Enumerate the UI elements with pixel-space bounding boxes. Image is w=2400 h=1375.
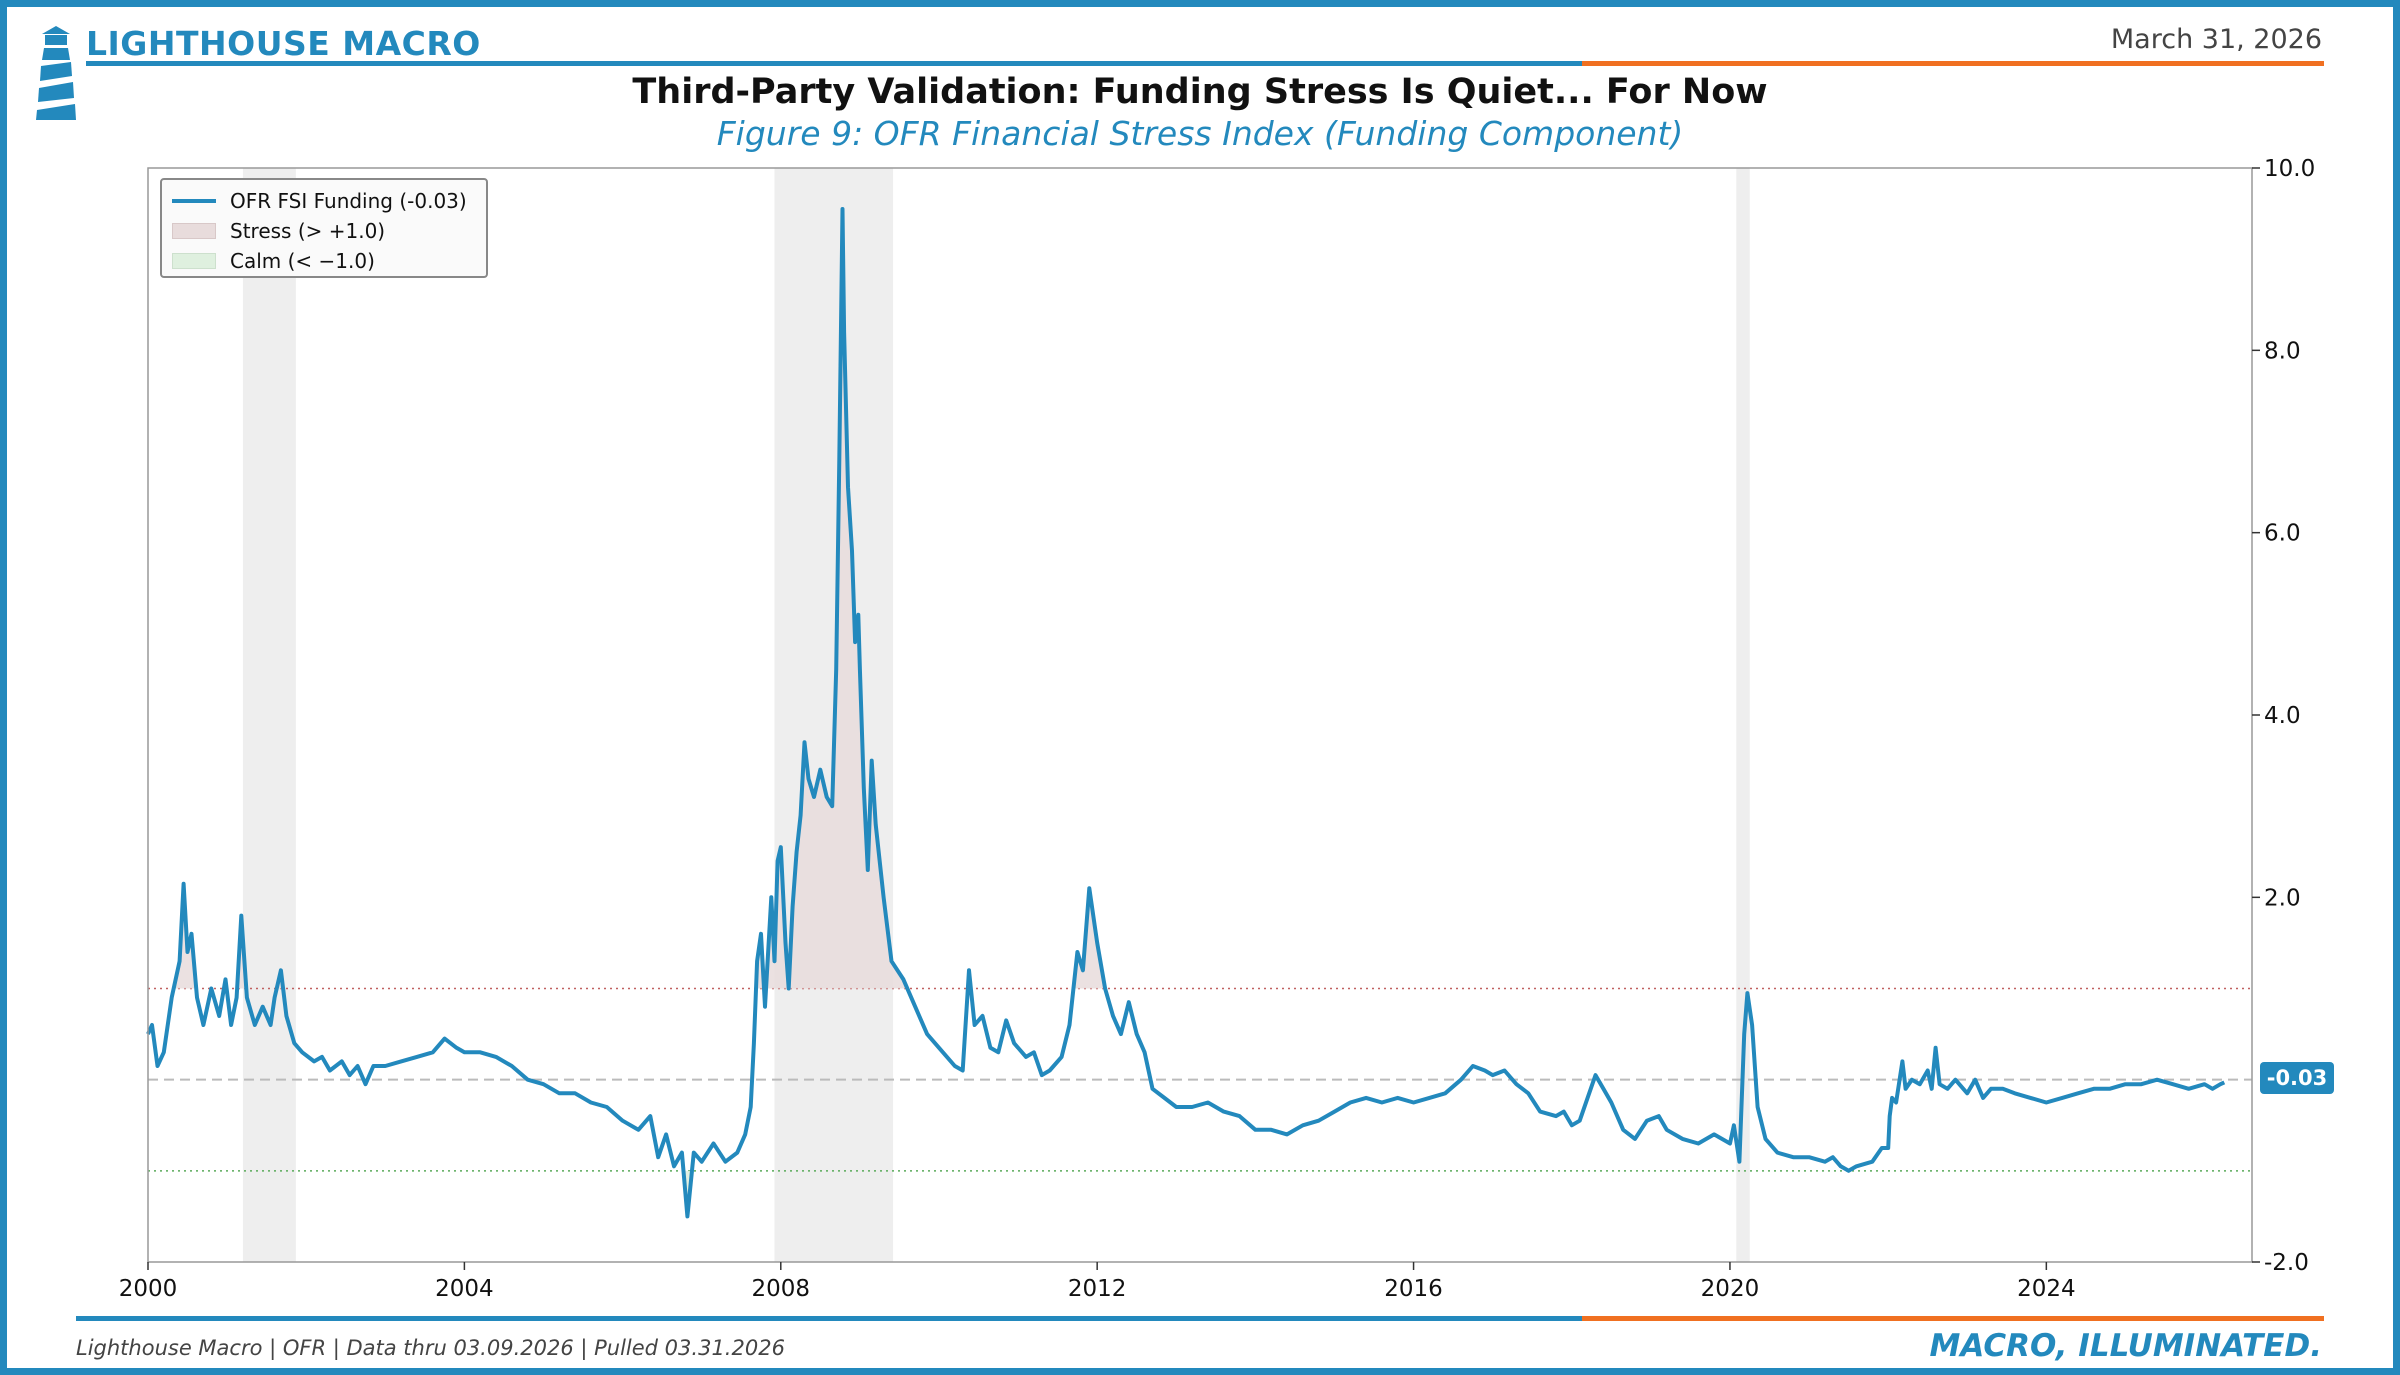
y-tick-label: 10.0 bbox=[2264, 156, 2315, 182]
recession-band-0 bbox=[242, 168, 296, 1262]
legend-stress-swatch bbox=[172, 223, 216, 239]
y-tick-label: 2.0 bbox=[2264, 885, 2301, 911]
chart-legend: OFR FSI Funding (-0.03) Stress (> +1.0) … bbox=[160, 178, 488, 278]
legend-label-stress: Stress (> +1.0) bbox=[230, 219, 386, 243]
x-tick-label: 2012 bbox=[1068, 1276, 1127, 1302]
chart-title: Third-Party Validation: Funding Stress I… bbox=[632, 72, 1768, 112]
legend-label-series: OFR FSI Funding (-0.03) bbox=[230, 189, 467, 213]
x-tick-label: 2024 bbox=[2017, 1276, 2076, 1302]
x-tick-label: 2000 bbox=[119, 1276, 178, 1302]
legend-item-stress: Stress (> +1.0) bbox=[172, 218, 385, 244]
header-rule-orange bbox=[1582, 61, 2324, 66]
series-line-ofr-fsi-funding bbox=[146, 207, 2226, 1219]
chart-subtitle: Figure 9: OFR Financial Stress Index (Fu… bbox=[716, 114, 1684, 153]
legend-line-swatch bbox=[172, 199, 216, 203]
y-tick-label: -2.0 bbox=[2264, 1250, 2309, 1276]
brand-name: LIGHTHOUSE MACRO bbox=[86, 24, 481, 63]
stress-fill-area-8 bbox=[1073, 888, 1106, 989]
y-tick-label: 6.0 bbox=[2264, 521, 2301, 547]
x-tick-label: 2020 bbox=[1701, 1276, 1760, 1302]
report-date: March 31, 2026 bbox=[2110, 24, 2322, 55]
last-value-badge: -0.03 bbox=[2260, 1062, 2334, 1094]
footer-rule-blue bbox=[76, 1316, 1582, 1321]
legend-item-series: OFR FSI Funding (-0.03) bbox=[172, 188, 467, 214]
legend-label-calm: Calm (< −1.0) bbox=[230, 249, 375, 273]
x-tick-label: 2004 bbox=[435, 1276, 494, 1302]
x-tick-label: 2008 bbox=[752, 1276, 811, 1302]
legend-calm-swatch bbox=[172, 253, 216, 269]
stress-fill-area-6 bbox=[788, 209, 908, 989]
y-tick-label: 4.0 bbox=[2264, 703, 2301, 729]
footer-source: Lighthouse Macro | OFR | Data thru 03.09… bbox=[76, 1336, 785, 1360]
x-tick-label: 2016 bbox=[1384, 1276, 1443, 1302]
plot-area-frame bbox=[147, 167, 2253, 1263]
footer-tagline: MACRO, ILLUMINATED. bbox=[1929, 1328, 2322, 1364]
legend-item-calm: Calm (< −1.0) bbox=[172, 248, 375, 274]
y-tick-label: 8.0 bbox=[2264, 338, 2301, 364]
header-rule-blue bbox=[86, 61, 1582, 66]
lighthouse-logo-icon bbox=[36, 26, 76, 120]
footer-rule-orange bbox=[1582, 1316, 2324, 1321]
